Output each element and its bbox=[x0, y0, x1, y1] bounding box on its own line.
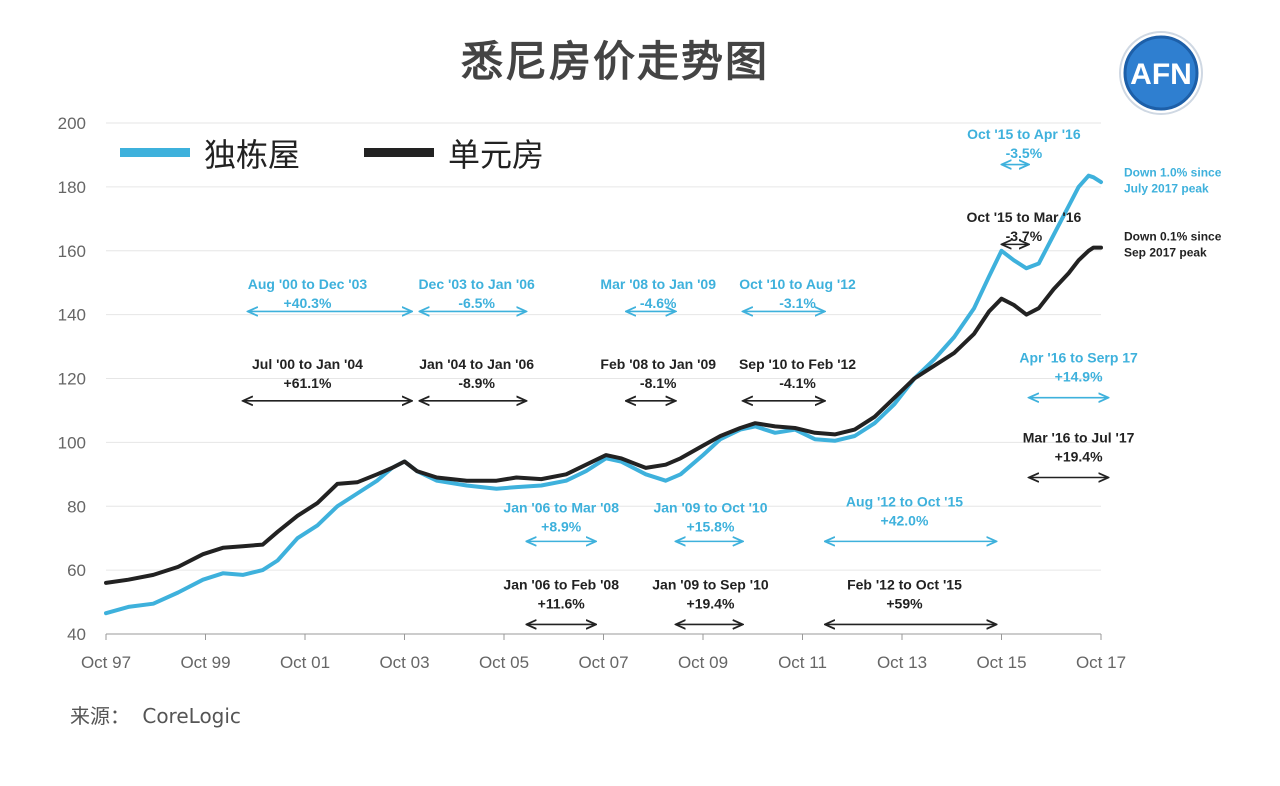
y-tick-label: 60 bbox=[67, 561, 86, 580]
y-tick-label: 160 bbox=[58, 242, 86, 261]
legend-label-house: 独栋屋 bbox=[204, 136, 301, 174]
annotation-period: Mar '16 to Jul '17 bbox=[1023, 429, 1135, 445]
annotation-period: Oct '10 to Aug '12 bbox=[739, 276, 856, 292]
y-tick-label: 100 bbox=[58, 433, 86, 452]
y-tick-label: 120 bbox=[58, 370, 86, 389]
x-tick-label: Oct 99 bbox=[180, 653, 230, 672]
source-label: 来源： bbox=[70, 704, 130, 728]
annotation-change: -3.5% bbox=[1006, 145, 1043, 161]
x-tick-label: Oct 07 bbox=[578, 653, 628, 672]
chart-title: 悉尼房价走势图 bbox=[460, 37, 769, 86]
x-tick-label: Oct 01 bbox=[280, 653, 330, 672]
afn-logo: AFN bbox=[1118, 30, 1204, 116]
afn-logo-icon: AFN bbox=[1119, 31, 1203, 115]
y-tick-label: 80 bbox=[67, 497, 86, 516]
annotation-change: -3.7% bbox=[1006, 228, 1043, 244]
x-tick-label: Oct 05 bbox=[479, 653, 529, 672]
x-tick-label: Oct 97 bbox=[81, 653, 131, 672]
source-value: CoreLogic bbox=[142, 704, 241, 728]
annotation-period: Sep '10 to Feb '12 bbox=[739, 356, 856, 372]
annotation-period: Aug '12 to Oct '15 bbox=[846, 493, 963, 509]
annotation-change: +14.9% bbox=[1055, 369, 1103, 385]
annotation-period: Apr '16 to Serp 17 bbox=[1019, 350, 1138, 366]
x-tick-label: Oct 03 bbox=[379, 653, 429, 672]
annotation-period: Jan '09 to Sep '10 bbox=[652, 576, 769, 592]
annotation-period: Feb '08 to Jan '09 bbox=[600, 356, 716, 372]
annotation-period: Oct '15 to Apr '16 bbox=[967, 126, 1081, 142]
annotation-period: Jan '09 to Oct '10 bbox=[653, 500, 767, 516]
annotation-change: +59% bbox=[886, 595, 923, 611]
annotation-change: -3.1% bbox=[779, 295, 816, 311]
y-tick-label: 140 bbox=[58, 306, 86, 325]
annotation-period: Oct '15 to Mar '16 bbox=[966, 209, 1081, 225]
annotation-change: -6.5% bbox=[458, 295, 495, 311]
series-line-unit bbox=[104, 245, 1103, 585]
annotation-change: +40.3% bbox=[284, 295, 332, 311]
annotation-period: Feb '12 to Oct '15 bbox=[847, 576, 962, 592]
annotation-change: -4.6% bbox=[640, 295, 677, 311]
legend-swatch-unit bbox=[364, 148, 434, 157]
x-tick-label: Oct 11 bbox=[778, 653, 827, 672]
end-label-line2: July 2017 peak bbox=[1124, 181, 1209, 195]
x-tick-label: Oct 09 bbox=[678, 653, 728, 672]
logo-text: AFN bbox=[1130, 58, 1192, 91]
annotation-change: +19.4% bbox=[687, 595, 735, 611]
series-line-house bbox=[104, 173, 1103, 616]
y-tick-label: 200 bbox=[58, 114, 86, 133]
annotation-period: Mar '08 to Jan '09 bbox=[600, 276, 716, 292]
annotation-change: +11.6% bbox=[538, 595, 586, 611]
annotation-period: Jan '04 to Jan '06 bbox=[419, 356, 534, 372]
annotation-change: -8.9% bbox=[458, 375, 495, 391]
source-note: 来源： CoreLogic bbox=[70, 700, 241, 729]
annotation-change: -8.1% bbox=[640, 375, 677, 391]
annotation-change: +61.1% bbox=[284, 375, 332, 391]
annotation-change: +19.4% bbox=[1055, 448, 1103, 464]
y-tick-label: 180 bbox=[58, 178, 86, 197]
annotation-period: Dec '03 to Jan '06 bbox=[418, 276, 535, 292]
annotation-period: Jul '00 to Jan '04 bbox=[252, 356, 363, 372]
annotation-change: +8.9% bbox=[541, 519, 582, 535]
legend-swatch-house bbox=[120, 148, 190, 157]
end-label-line1: Down 1.0% since bbox=[1124, 165, 1222, 179]
annotation-change: +15.8% bbox=[687, 519, 735, 535]
end-label-line1: Down 0.1% since bbox=[1124, 229, 1222, 243]
legend-label-unit: 单元房 bbox=[448, 136, 545, 174]
annotation-change: -4.1% bbox=[779, 375, 816, 391]
annotation-change: +42.0% bbox=[881, 512, 929, 528]
y-tick-label: 40 bbox=[67, 625, 86, 644]
annotation-period: Jan '06 to Feb '08 bbox=[503, 576, 619, 592]
x-tick-label: Oct 13 bbox=[877, 653, 927, 672]
annotation-period: Jan '06 to Mar '08 bbox=[503, 500, 619, 516]
x-tick-label: Oct 17 bbox=[1076, 653, 1126, 672]
x-tick-label: Oct 15 bbox=[976, 653, 1026, 672]
annotation-period: Aug '00 to Dec '03 bbox=[248, 276, 368, 292]
end-label-line2: Sep 2017 peak bbox=[1124, 245, 1207, 259]
